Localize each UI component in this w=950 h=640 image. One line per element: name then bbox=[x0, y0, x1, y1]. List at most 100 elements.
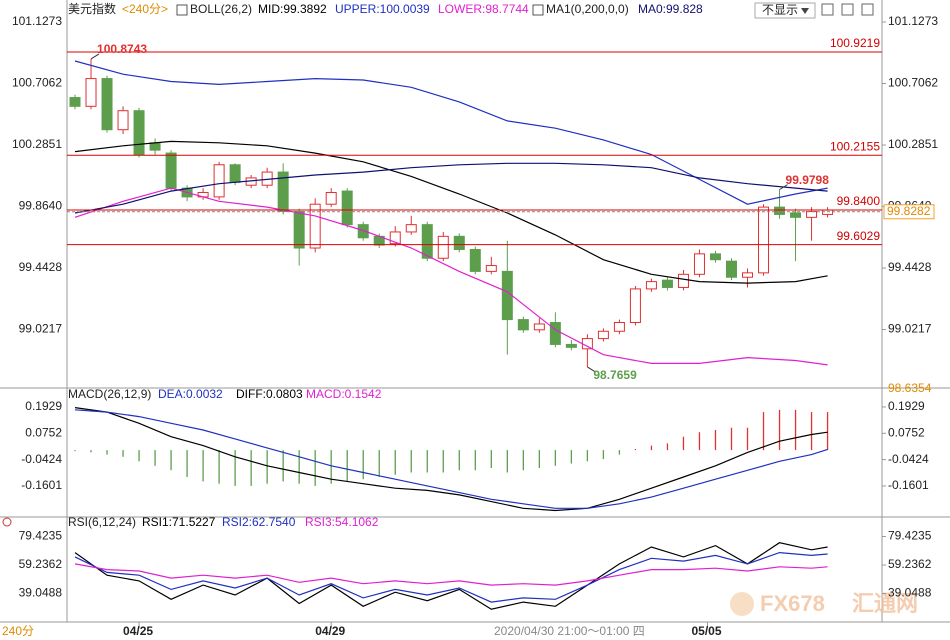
crosshair-icon bbox=[2, 517, 12, 527]
axis-bottom-label: 98.6354 bbox=[888, 381, 932, 395]
menu-box[interactable] bbox=[754, 2, 816, 19]
watermark-logo bbox=[730, 592, 754, 616]
watermark: FX678 bbox=[760, 591, 825, 616]
candle-body bbox=[293, 211, 305, 249]
candle-body bbox=[325, 192, 337, 205]
crosshair-label: 2020/04/30 21:00～01:00 四 bbox=[494, 624, 645, 638]
y-tick-label: 39.0488 bbox=[888, 586, 932, 600]
y-tick-label: 0.0752 bbox=[888, 425, 925, 439]
y-tick-label: 59.2362 bbox=[19, 557, 63, 571]
candle-body bbox=[501, 270, 513, 321]
y-tick-label: 0.0752 bbox=[25, 425, 62, 439]
candle-body bbox=[453, 235, 465, 250]
y-tick-label: 100.2851 bbox=[888, 137, 938, 151]
series-line bbox=[74, 551, 828, 603]
annotation-label: 100.8743 bbox=[97, 42, 147, 56]
y-tick-label: -0.1601 bbox=[888, 478, 929, 492]
legend-entry: MID:99.3892 bbox=[258, 2, 327, 16]
legend-entry: UPPER:100.0039 bbox=[335, 2, 430, 16]
candle-body bbox=[709, 253, 721, 261]
series-line bbox=[74, 542, 828, 610]
panel-title: 美元指数 bbox=[68, 1, 116, 16]
legend-entry: DIFF:0.0803 bbox=[236, 387, 303, 401]
legend-entry: RSI3:54.1062 bbox=[305, 515, 379, 529]
last-price-box bbox=[883, 204, 935, 220]
y-tick-label: 100.7062 bbox=[888, 76, 938, 90]
candle-body bbox=[69, 97, 81, 107]
crosshair-box bbox=[490, 624, 638, 639]
watermark: 汇通网 bbox=[852, 591, 918, 616]
candle-body bbox=[742, 272, 754, 278]
annotation-tick bbox=[587, 366, 596, 373]
y-tick-label: -0.1601 bbox=[21, 478, 62, 492]
y-tick-label: 0.1929 bbox=[25, 399, 62, 413]
y-tick-label: -0.0424 bbox=[888, 452, 929, 466]
legend-entry: RSI2:62.7540 bbox=[222, 515, 296, 529]
candle-body bbox=[357, 224, 369, 239]
candle-body bbox=[549, 322, 561, 345]
icon-close[interactable] bbox=[861, 3, 874, 16]
y-tick-label: 101.1273 bbox=[888, 14, 938, 28]
candle-body bbox=[661, 279, 673, 288]
period-label: 240分 bbox=[2, 624, 34, 638]
candle-body bbox=[806, 211, 818, 218]
candle-body bbox=[533, 323, 545, 331]
candle-body bbox=[597, 330, 609, 340]
series-line bbox=[74, 140, 828, 284]
x-tick-label: 05/05 bbox=[691, 624, 721, 638]
y-tick-label: 99.4428 bbox=[19, 260, 63, 274]
candle-body bbox=[581, 338, 593, 350]
y-tick-label: 100.7062 bbox=[12, 76, 62, 90]
y-tick-label: 79.4235 bbox=[19, 529, 63, 543]
y-tick-label: 99.0217 bbox=[19, 322, 63, 336]
y-tick-label: 59.2362 bbox=[888, 557, 932, 571]
icon-minimize[interactable] bbox=[821, 3, 834, 16]
x-tick-label: 04/25 bbox=[123, 624, 153, 638]
y-tick-label: 99.8640 bbox=[19, 199, 63, 213]
period: <240分> bbox=[122, 2, 168, 16]
series-line bbox=[74, 162, 828, 214]
candle-body bbox=[117, 110, 129, 131]
annotation-tick bbox=[90, 53, 100, 60]
series-line bbox=[74, 407, 828, 512]
last-price-label: 99.8282 bbox=[887, 204, 931, 218]
annotation-tick bbox=[779, 184, 788, 191]
legend-entry: LOWER:98.7744 bbox=[438, 2, 529, 16]
candle-body bbox=[613, 322, 625, 332]
menu[interactable]: 不显示 bbox=[762, 3, 798, 17]
annotation-label: 98.7659 bbox=[593, 368, 637, 382]
y-tick-label: 79.4235 bbox=[888, 529, 932, 543]
candle-body bbox=[85, 78, 97, 107]
level-label: 99.6029 bbox=[837, 229, 881, 243]
candle-body bbox=[309, 203, 321, 249]
series-line bbox=[74, 187, 828, 366]
candle-body bbox=[758, 206, 770, 274]
indicator-icon bbox=[176, 4, 188, 16]
panel-title: RSI(6,12,24) bbox=[68, 515, 136, 529]
icon-maximize[interactable] bbox=[841, 3, 854, 16]
candle-body bbox=[469, 248, 481, 272]
candle-body bbox=[133, 110, 145, 156]
level-label: 100.2155 bbox=[830, 139, 880, 153]
candle-body bbox=[229, 164, 241, 183]
candle-body bbox=[341, 190, 353, 226]
candle-body bbox=[790, 212, 802, 218]
series-line bbox=[74, 409, 828, 509]
level-label: 99.8400 bbox=[837, 194, 881, 208]
y-tick-label: 99.0217 bbox=[888, 322, 932, 336]
candle-body bbox=[629, 288, 641, 324]
series-line bbox=[74, 60, 828, 205]
menu-arrow[interactable] bbox=[801, 8, 809, 14]
panel-title: MACD(26,12,9) bbox=[68, 387, 151, 401]
candle-body bbox=[213, 164, 225, 198]
candle-body bbox=[565, 343, 577, 348]
y-tick-label: 0.1929 bbox=[888, 399, 925, 413]
candle-body bbox=[437, 235, 449, 259]
candle-body bbox=[725, 260, 737, 278]
y-tick-label: 39.0488 bbox=[19, 586, 63, 600]
candle-body bbox=[389, 231, 401, 245]
x-tick-label: 04/29 bbox=[315, 624, 345, 638]
candle-body bbox=[101, 78, 113, 131]
candle-body bbox=[405, 224, 417, 233]
